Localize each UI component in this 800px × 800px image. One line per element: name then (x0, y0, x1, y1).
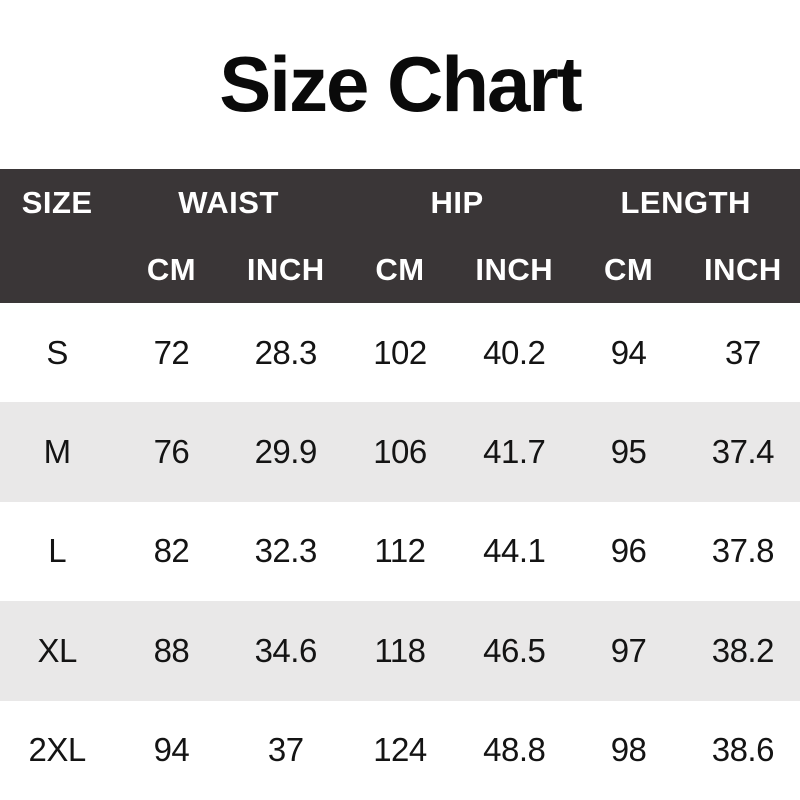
length-inch-cell: 37.4 (711, 433, 775, 471)
col-header-size: SIZE (0, 169, 115, 236)
waist-cm-cell: 72 (153, 333, 190, 371)
waist-inch-cell: 37 (267, 731, 304, 769)
col-header-length: LENGTH (571, 169, 800, 236)
length-cm-cell: 98 (610, 731, 647, 769)
unit-header-waist-inch: INCH (228, 236, 343, 303)
hip-cm-cell: 112 (374, 532, 426, 570)
hip-inch-cell: 40.2 (483, 333, 546, 371)
length-cm-cell: 94 (610, 333, 647, 371)
waist-inch-cell: 34.6 (254, 631, 318, 669)
waist-inch-cell: 29.9 (254, 433, 318, 471)
size-cell: XL (37, 631, 77, 669)
table-row: M 76 29.9 106 41.7 95 37.4 (0, 402, 800, 502)
table-header: SIZE WAIST HIP LENGTH CM INCH CM INCH CM… (0, 169, 800, 303)
col-header-waist: WAIST (114, 169, 343, 236)
table-row: XL 88 34.6 118 46.5 97 38.2 (0, 601, 800, 701)
page-title: Size Chart (219, 40, 582, 128)
size-chart-table: SIZE WAIST HIP LENGTH CM INCH CM INCH CM… (0, 169, 800, 800)
hip-cm-cell: 106 (373, 433, 427, 471)
table-row: L 82 32.3 112 44.1 96 37.8 (0, 501, 800, 602)
size-cell: 2XL (28, 731, 87, 769)
waist-inch-cell: 32.3 (254, 532, 318, 570)
hip-inch-cell: 41.7 (483, 433, 546, 471)
unit-header-length-inch: INCH (685, 236, 800, 303)
hip-cm-cell: 102 (373, 333, 427, 371)
length-inch-cell: 37.8 (711, 532, 775, 570)
hip-cm-cell: 124 (373, 731, 427, 769)
length-inch-cell: 38.6 (711, 731, 775, 769)
unit-header-hip-inch: INCH (457, 236, 572, 303)
hip-inch-cell: 48.8 (483, 731, 546, 769)
length-cm-cell: 95 (610, 433, 647, 471)
unit-header-length-cm: CM (571, 236, 686, 303)
header-group-row: SIZE WAIST HIP LENGTH (0, 169, 800, 236)
table-body: S 72 28.3 102 40.2 94 37 M 76 29.9 106 4… (0, 303, 800, 800)
hip-inch-cell: 44.1 (483, 532, 546, 570)
length-cm-cell: 97 (610, 631, 647, 669)
unit-header-blank (0, 236, 115, 303)
unit-header-waist-cm: CM (114, 236, 229, 303)
waist-cm-cell: 88 (153, 631, 190, 669)
hip-inch-cell: 46.5 (483, 631, 546, 669)
size-cell: S (46, 333, 68, 371)
waist-cm-cell: 76 (153, 433, 190, 471)
unit-header-hip-cm: CM (342, 236, 458, 303)
waist-inch-cell: 28.3 (254, 333, 318, 371)
col-header-hip: HIP (342, 169, 572, 236)
table-row: S 72 28.3 102 40.2 94 37 (0, 303, 800, 403)
size-cell: M (43, 433, 72, 471)
waist-cm-cell: 94 (153, 731, 190, 769)
length-cm-cell: 96 (610, 532, 647, 570)
table-row: 2XL 94 37 124 48.8 98 38.6 (0, 700, 800, 800)
length-inch-cell: 38.2 (711, 631, 775, 669)
header-unit-row: CM INCH CM INCH CM INCH (0, 236, 800, 303)
hip-cm-cell: 118 (374, 631, 426, 669)
size-cell: L (48, 532, 67, 570)
length-inch-cell: 37 (724, 333, 761, 371)
waist-cm-cell: 82 (153, 532, 190, 570)
